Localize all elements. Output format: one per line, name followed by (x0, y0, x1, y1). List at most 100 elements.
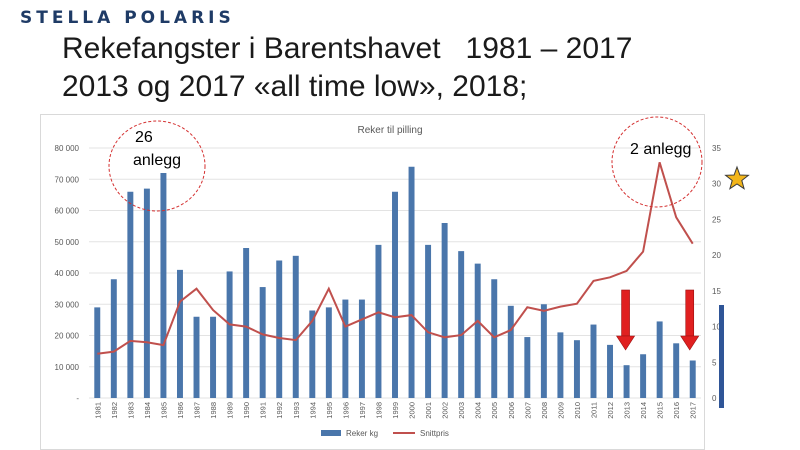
y-right-tick-label: 25 (712, 215, 721, 224)
x-tick-label: 2006 (507, 402, 516, 419)
x-tick-label: 2001 (424, 402, 433, 419)
bar (309, 310, 316, 398)
bar (375, 244, 382, 398)
bar (176, 269, 183, 398)
x-tick-label: 1997 (358, 402, 367, 419)
left-circle-label: anlegg (133, 152, 182, 169)
arrow-head (680, 335, 700, 351)
x-tick-label: 2012 (606, 402, 615, 419)
x-tick-label: 2005 (490, 402, 499, 419)
down-arrow-2013 (616, 289, 636, 351)
x-tick-label: 1982 (110, 402, 119, 419)
y-left-tick-label: 30 000 (55, 300, 80, 309)
x-tick-label: 1984 (143, 402, 152, 419)
bar (392, 191, 398, 398)
y-left-tick-label: - (76, 394, 79, 403)
bar (243, 248, 250, 398)
right-circle-label: 2 anlegg (630, 141, 692, 158)
x-tick-label: 1999 (391, 402, 400, 419)
bar (160, 173, 167, 398)
x-tick-label: 2004 (474, 402, 483, 419)
x-tick-label: 1994 (308, 402, 317, 419)
x-tick-label: 2014 (639, 402, 648, 419)
bar (607, 344, 614, 398)
bar (540, 304, 547, 398)
y-right-tick-label: 30 (712, 180, 721, 189)
x-tick-label: 2009 (556, 402, 565, 419)
y-left-tick-label: 40 000 (55, 269, 80, 278)
bar (507, 305, 514, 398)
y-right-tick-label: 0 (712, 394, 717, 403)
x-tick-label: 2008 (540, 402, 549, 419)
bar (425, 244, 432, 398)
bar (342, 299, 349, 398)
x-tick-label: 2010 (573, 402, 582, 419)
slide-title-line-1: Rekefangster i Barentshavet 1981 – 2017 (62, 32, 633, 65)
bar (408, 166, 415, 398)
x-tick-label: 2015 (656, 402, 665, 419)
bar (491, 279, 498, 398)
star-icon (724, 165, 750, 190)
left-highlight-circle (108, 120, 206, 212)
bar (259, 287, 266, 398)
y-right-tick-label: 20 (712, 251, 721, 260)
bar (143, 188, 150, 398)
price-line (97, 162, 694, 355)
arrow-shaft (621, 289, 630, 337)
legend-swatch-bars (321, 430, 341, 436)
x-tick-label: 1989 (226, 402, 235, 419)
company-logo: STELLA POLARIS (20, 8, 235, 28)
x-tick-label: 1983 (126, 402, 135, 419)
legend-label-bars: Reker kg (346, 429, 378, 438)
y-right-tick-label: 15 (712, 287, 721, 296)
bar (276, 260, 283, 398)
y-left-tick-label: 10 000 (55, 363, 80, 372)
x-tick-label: 1998 (374, 402, 383, 419)
bar (590, 324, 597, 398)
x-tick-label: 1985 (159, 402, 168, 419)
legend-label-line: Snittpris (420, 429, 449, 438)
bar (689, 360, 696, 398)
bar (193, 316, 200, 398)
bar (640, 354, 647, 398)
x-tick-label: 2017 (689, 402, 698, 419)
y-right-tick-label: 10 (712, 323, 721, 332)
bar (474, 263, 481, 398)
arrow-shaft (685, 289, 695, 337)
bar (210, 316, 217, 398)
x-tick-label: 2002 (441, 402, 450, 419)
x-tick-label: 1996 (341, 402, 350, 419)
x-tick-label: 2007 (523, 402, 532, 419)
x-tick-label: 1991 (259, 402, 268, 419)
x-tick-label: 1992 (275, 402, 284, 419)
side-accent-bar (719, 305, 724, 408)
x-tick-label: 2003 (457, 402, 466, 419)
x-tick-label: 1995 (325, 402, 334, 419)
x-tick-label: 1986 (176, 402, 185, 419)
bar (673, 343, 680, 398)
x-tick-label: 1990 (242, 402, 251, 419)
bar (557, 332, 564, 398)
arrow-head (616, 335, 636, 351)
bar (573, 340, 580, 398)
bar (110, 279, 117, 398)
bar (226, 271, 233, 398)
bar (127, 191, 134, 398)
bar (94, 307, 101, 398)
left-circle-number: 26 (135, 129, 153, 146)
y-left-tick-label: 60 000 (55, 207, 80, 216)
x-tick-label: 1981 (93, 402, 102, 419)
bar (441, 223, 448, 398)
x-tick-label: 1993 (292, 402, 301, 419)
right-highlight-circle (611, 116, 703, 208)
y-left-tick-label: 20 000 (55, 332, 80, 341)
y-right-tick-label: 5 (712, 358, 717, 367)
x-tick-label: 1987 (193, 402, 202, 419)
bar (358, 299, 365, 398)
down-arrow-2017 (680, 289, 700, 351)
bar (325, 307, 332, 398)
bar (623, 365, 630, 398)
y-left-tick-label: 80 000 (55, 144, 80, 153)
x-tick-label: 1988 (209, 402, 218, 419)
